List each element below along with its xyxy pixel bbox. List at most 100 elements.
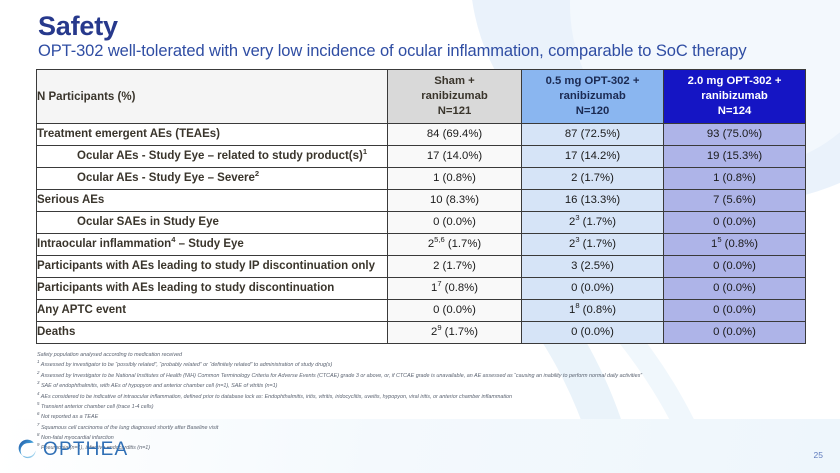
footnote-marker: 1 [362,147,368,157]
footnote-item: 9 Pneumonia (n=1), infective endocarditi… [37,442,151,452]
footnote-marker: 3 [575,235,580,245]
table-row: Deaths 29 (1.7%) 0 (0.0%) 0 (0.0%) [36,321,806,344]
cell-high-dose: 0 (0.0%) [663,255,806,278]
row-label: Any APTC event [36,299,388,322]
cell-high-dose: 93 (75.0%) [663,123,806,146]
cell-high-dose: 1 (0.8%) [663,167,806,190]
column-header-high-dose-line2: ranibizumab [701,90,768,103]
cell-high-dose: 0 (0.0%) [663,299,806,322]
cell-sham: 17 (14.0%) [387,145,522,168]
table-row: Ocular AEs - Study Eye – Severe2 1 (0.8%)… [36,167,806,190]
row-label: Intraocular inflammation4 – Study Eye [36,233,388,256]
footnote-item: 2 Assessed by Investigator to be Nationa… [37,369,643,379]
footnote-marker: 1 [37,359,40,365]
footnote-item: 7 Squamous cell carcinoma of the lung di… [37,421,219,431]
column-header-high-dose-line1: 2.0 mg OPT-302 + [687,75,782,88]
cell-high-dose: 15 (0.8%) [663,233,806,256]
cell-sham: 17 (0.8%) [387,277,522,300]
footnote-marker: 9 [437,323,442,333]
cell-low-dose: 23 (1.7%) [521,233,664,256]
cell-low-dose: 17 (14.2%) [521,145,664,168]
cell-low-dose: 23 (1.7%) [521,211,664,234]
cell-high-dose: 19 (15.3%) [663,145,806,168]
column-header-low-dose-line1: 0.5 mg OPT-302 + [545,75,640,88]
table-row: Ocular SAEs in Study Eye 0 (0.0%) 23 (1.7%… [36,211,806,234]
footnote-item: Safety population analysed according to … [37,352,183,358]
footnote-marker: 9 [37,442,40,448]
footnote-marker: 5 [37,401,40,407]
table-body: Treatment emergent AEs (TEAEs) 84 (69.4%)… [36,123,806,344]
cell-high-dose: 0 (0.0%) [663,211,806,234]
row-label: Ocular SAEs in Study Eye [36,211,388,234]
footnote-marker: 2 [37,369,40,375]
table-row: Participants with AEs leading to study d… [36,277,806,300]
column-header-high-dose: 2.0 mg OPT-302 + ranibizumab N=124 [663,69,806,124]
footnote-marker: 6 [37,411,40,417]
cell-high-dose: 0 (0.0%) [663,277,806,300]
cell-low-dose: 2 (1.7%) [521,167,664,190]
footnote-marker: 3 [37,380,40,386]
footnote-marker: 8 [37,432,40,438]
cell-sham: 25,6 (1.7%) [387,233,522,256]
page-title: Safety [38,11,118,41]
page-subtitle: OPT-302 well-tolerated with very low inc… [38,42,747,60]
table-row: Intraocular inflammation4 – Study Eye 25,… [36,233,806,256]
row-label: Deaths [36,321,388,344]
cell-low-dose: 87 (72.5%) [521,123,664,146]
column-header-sham-line1: Sham + [434,75,475,88]
footnote-item: 5 Transient anterior chamber cell (trace… [37,401,154,410]
safety-table-container: N Participants (%) Sham + ranibizumab N=… [36,69,806,344]
opthea-logo: OPTHEA [16,438,128,461]
table-row: Ocular AEs - Study Eye – related to stud… [36,145,806,168]
table-row: Participants with AEs leading to study I… [36,255,806,278]
row-label: Treatment emergent AEs (TEAEs) [36,123,388,146]
column-header-sham-line2: ranibizumab [421,90,488,103]
footnote-marker: 4 [171,235,176,245]
column-header-low-dose-line2: ranibizumab [559,90,626,103]
column-header-high-dose-line3: N=124 [717,104,752,117]
column-header-sham-line3: N=121 [437,104,472,117]
row-label: Participants with AEs leading to study I… [36,255,388,278]
cell-low-dose: 0 (0.0%) [521,277,664,300]
cell-sham: 0 (0.0%) [387,299,522,322]
table-row: Treatment emergent AEs (TEAEs) 84 (69.4%)… [36,123,806,146]
cell-low-dose: 3 (2.5%) [521,255,664,278]
footnote-marker: 5 [717,235,722,245]
footnote-item: 8 Non-fatal myocardial infarction [37,432,114,441]
opthea-swirl-icon [18,439,36,459]
column-header-sham: Sham + ranibizumab N=121 [387,69,522,124]
cell-sham: 84 (69.4%) [387,123,522,146]
cell-sham: 1 (0.8%) [387,167,522,190]
column-header-label: N Participants (%) [36,69,388,124]
cell-sham: 2 (1.7%) [387,255,522,278]
footnote-marker: 3 [575,213,580,223]
footnote-marker: 4 [37,390,40,396]
cell-low-dose: 16 (13.3%) [521,189,664,212]
footnote-marker: 2 [254,169,260,179]
footnote-marker: 7 [37,421,40,427]
cell-sham: 29 (1.7%) [387,321,522,344]
cell-low-dose: 0 (0.0%) [521,321,664,344]
cell-sham: 0 (0.0%) [387,211,522,234]
row-label: Participants with AEs leading to study d… [36,277,388,300]
column-header-low-dose-line3: N=120 [575,104,610,117]
footnote-marker: 7 [437,279,442,289]
page-number: 25 [813,450,823,460]
cell-high-dose: 7 (5.6%) [663,189,806,212]
table-header: N Participants (%) Sham + ranibizumab N=… [36,69,806,124]
footnotes-block: Safety population analysed according to … [37,350,817,454]
footnote-item: 6 Not reported as a TEAE [37,411,99,421]
row-label: Ocular AEs - Study Eye – related to stud… [36,145,388,168]
footnote-item: 3 SAE of endophthalmitis, with AEs of hy… [37,380,278,390]
cell-low-dose: 18 (0.8%) [521,299,664,322]
table-row: Any APTC event 0 (0.0%) 18 (0.8%) 0 (0.0%) [36,299,806,322]
footnote-item: 1 Assessed by investigator to be “possib… [37,359,333,369]
row-label: Serious AEs [36,189,388,212]
table-row: Serious AEs 10 (8.3%) 16 (13.3%) 7 (5.6%) [36,189,806,212]
cell-sham: 10 (8.3%) [387,189,522,212]
opthea-logo-text: OPTHEA [43,438,129,460]
footnote-marker: 8 [575,301,580,311]
cell-high-dose: 0 (0.0%) [663,321,806,344]
table-header-row: N Participants (%) Sham + ranibizumab N=… [36,69,806,124]
footnote-item: 4 AEs considered to be indicative of int… [37,390,513,400]
